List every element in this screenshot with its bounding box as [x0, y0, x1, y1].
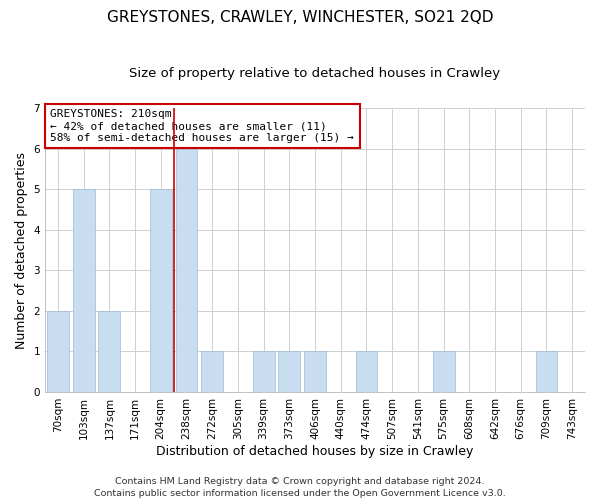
- Bar: [150, 189, 172, 392]
- Bar: [536, 352, 557, 392]
- Bar: [433, 352, 455, 392]
- Title: Size of property relative to detached houses in Crawley: Size of property relative to detached ho…: [130, 68, 500, 80]
- Text: GREYSTONES, CRAWLEY, WINCHESTER, SO21 2QD: GREYSTONES, CRAWLEY, WINCHESTER, SO21 2Q…: [107, 10, 493, 25]
- Text: GREYSTONES: 210sqm
← 42% of detached houses are smaller (11)
58% of semi-detache: GREYSTONES: 210sqm ← 42% of detached hou…: [50, 110, 354, 142]
- Bar: [47, 311, 69, 392]
- Bar: [253, 352, 275, 392]
- Bar: [73, 189, 95, 392]
- Bar: [304, 352, 326, 392]
- Bar: [201, 352, 223, 392]
- Bar: [176, 148, 197, 392]
- Text: Contains HM Land Registry data © Crown copyright and database right 2024.
Contai: Contains HM Land Registry data © Crown c…: [94, 476, 506, 498]
- Bar: [98, 311, 120, 392]
- X-axis label: Distribution of detached houses by size in Crawley: Distribution of detached houses by size …: [157, 444, 474, 458]
- Y-axis label: Number of detached properties: Number of detached properties: [15, 152, 28, 348]
- Bar: [278, 352, 300, 392]
- Bar: [356, 352, 377, 392]
